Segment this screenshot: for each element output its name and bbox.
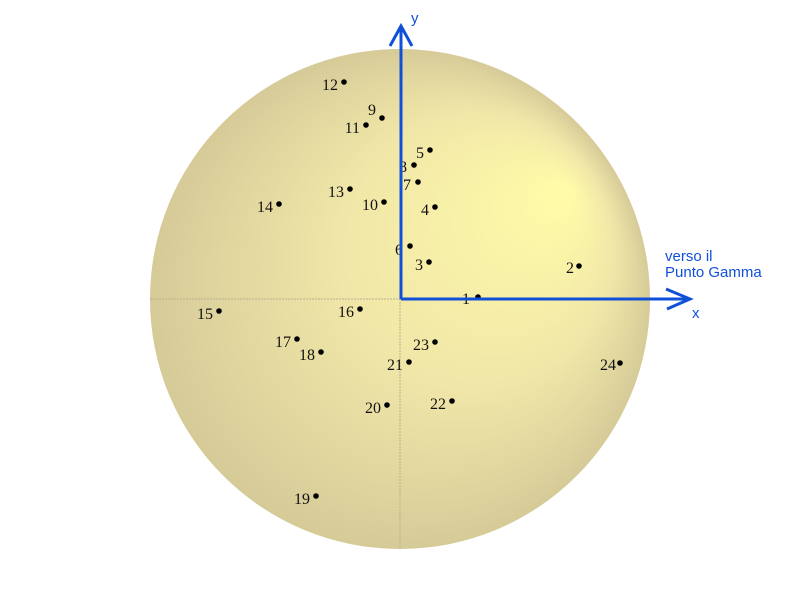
- point-label: 19: [294, 491, 310, 508]
- point-label: 17: [275, 334, 291, 351]
- point-label: 12: [322, 77, 338, 94]
- point-label: 23: [413, 337, 429, 354]
- point-label: 22: [430, 396, 446, 413]
- point-label: 7: [403, 177, 411, 194]
- point-dot: [341, 79, 347, 85]
- direction-note-line1: verso il: [665, 248, 713, 265]
- point-dot: [617, 360, 623, 366]
- point-18: 18: [299, 347, 324, 364]
- point-7: 7: [403, 177, 421, 194]
- point-14: 14: [257, 199, 282, 216]
- point-label: 11: [345, 120, 360, 137]
- point-label: 14: [257, 199, 273, 216]
- point-dot: [576, 263, 582, 269]
- point-label: 16: [338, 304, 354, 321]
- point-label: 3: [415, 257, 423, 274]
- x-axis-label: x: [692, 305, 700, 322]
- direction-note-line2: Punto Gamma: [665, 264, 762, 281]
- point-label: 6: [395, 242, 403, 259]
- point-dot: [294, 336, 300, 342]
- point-20: 20: [365, 400, 390, 417]
- point-dot: [379, 115, 385, 121]
- point-dot: [432, 204, 438, 210]
- point-label: 15: [197, 306, 213, 323]
- point-dot: [318, 349, 324, 355]
- point-24: 24: [600, 357, 623, 374]
- point-dot: [384, 402, 390, 408]
- point-label: 18: [299, 347, 315, 364]
- point-label: 10: [362, 197, 378, 214]
- point-13: 13: [328, 184, 353, 201]
- point-dot: [276, 201, 282, 207]
- point-dot: [411, 162, 417, 168]
- point-21: 21: [387, 357, 412, 374]
- y-arrow-icon: [388, 22, 414, 47]
- point-label: 20: [365, 400, 381, 417]
- point-6: 6: [395, 242, 413, 259]
- point-dot: [363, 122, 369, 128]
- point-dot: [216, 308, 222, 314]
- point-3: 3: [415, 257, 432, 274]
- point-10: 10: [362, 197, 387, 214]
- point-4: 4: [421, 202, 438, 219]
- point-dot: [449, 398, 455, 404]
- point-label: 5: [416, 145, 424, 162]
- point-15: 15: [197, 306, 222, 323]
- point-label: 21: [387, 357, 403, 374]
- point-dot: [407, 243, 413, 249]
- x-arrow-icon: [665, 287, 694, 311]
- point-dot: [381, 199, 387, 205]
- point-dot: [357, 306, 363, 312]
- point-12: 12: [322, 77, 347, 94]
- point-dot: [432, 339, 438, 345]
- point-9: 9: [368, 102, 385, 121]
- point-19: 19: [294, 491, 319, 508]
- point-dot: [406, 359, 412, 365]
- y-axis-label: y: [411, 10, 419, 27]
- point-label: 9: [368, 102, 376, 119]
- point-label: 4: [421, 202, 429, 219]
- point-2: 2: [566, 260, 582, 277]
- point-17: 17: [275, 334, 300, 351]
- x-axis: [401, 287, 694, 311]
- point-dot: [415, 179, 421, 185]
- point-label: 13: [328, 184, 344, 201]
- point-11: 11: [345, 120, 369, 137]
- point-22: 22: [430, 396, 455, 413]
- point-label: 24: [600, 357, 616, 374]
- point-dot: [427, 147, 433, 153]
- point-dot: [426, 259, 432, 265]
- point-label: 2: [566, 260, 574, 277]
- point-16: 16: [338, 304, 363, 321]
- point-23: 23: [413, 337, 438, 354]
- point-label: 8: [399, 159, 407, 176]
- point-8: 8: [399, 159, 417, 176]
- point-dot: [313, 493, 319, 499]
- point-5: 5: [416, 145, 433, 162]
- y-axis: [388, 22, 414, 299]
- point-dot: [347, 186, 353, 192]
